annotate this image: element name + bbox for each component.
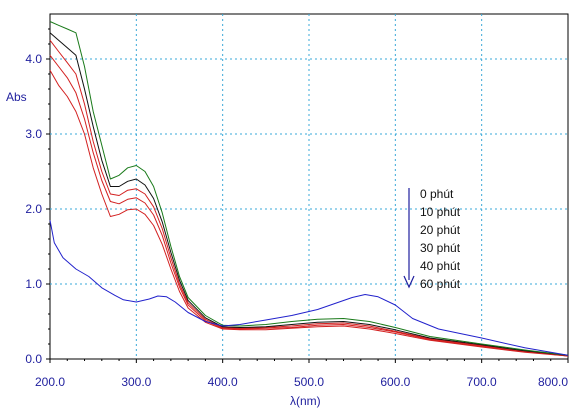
series-lines bbox=[49, 21, 569, 357]
x-tick-label: 400.0 bbox=[208, 375, 238, 389]
y-tick-label: 1.0 bbox=[25, 277, 42, 291]
y-axis-label: Abs bbox=[6, 90, 27, 104]
x-axis-ticks: 200.0 300.0 400.0 500.0 600.0 700.0 800.0 bbox=[35, 359, 569, 389]
legend-entry: 10 phút bbox=[420, 205, 461, 219]
x-tick-label: 700.0 bbox=[467, 375, 497, 389]
series-line bbox=[49, 21, 569, 356]
series-line bbox=[49, 32, 569, 356]
x-tick-label: 300.0 bbox=[121, 375, 151, 389]
y-tick-label: 0.0 bbox=[25, 352, 42, 366]
legend-entry: 60 phút bbox=[420, 277, 461, 291]
series-line bbox=[49, 54, 569, 357]
x-tick-label: 800.0 bbox=[538, 375, 568, 389]
y-axis-ticks: 0.0 1.0 2.0 3.0 4.0 bbox=[25, 28, 50, 366]
x-tick-label: 600.0 bbox=[380, 375, 410, 389]
x-axis-label: λ(nm) bbox=[290, 394, 321, 408]
series-line bbox=[49, 70, 569, 357]
legend-entry: 30 phút bbox=[420, 241, 461, 255]
legend-arrow-head bbox=[403, 275, 415, 289]
x-tick-label: 500.0 bbox=[294, 375, 324, 389]
y-tick-label: 3.0 bbox=[25, 127, 42, 141]
legend-entry: 20 phút bbox=[420, 223, 461, 237]
y-tick-label: 4.0 bbox=[25, 52, 42, 66]
legend-entry: 0 phút bbox=[420, 187, 454, 201]
legend-entry: 40 phút bbox=[420, 259, 461, 273]
series-line bbox=[49, 220, 569, 356]
x-tick-label: 200.0 bbox=[35, 375, 65, 389]
legend: 0 phút 10 phút 20 phút 30 phút 40 phút 6… bbox=[403, 187, 461, 291]
y-tick-label: 2.0 bbox=[25, 202, 42, 216]
series-line bbox=[49, 39, 569, 357]
